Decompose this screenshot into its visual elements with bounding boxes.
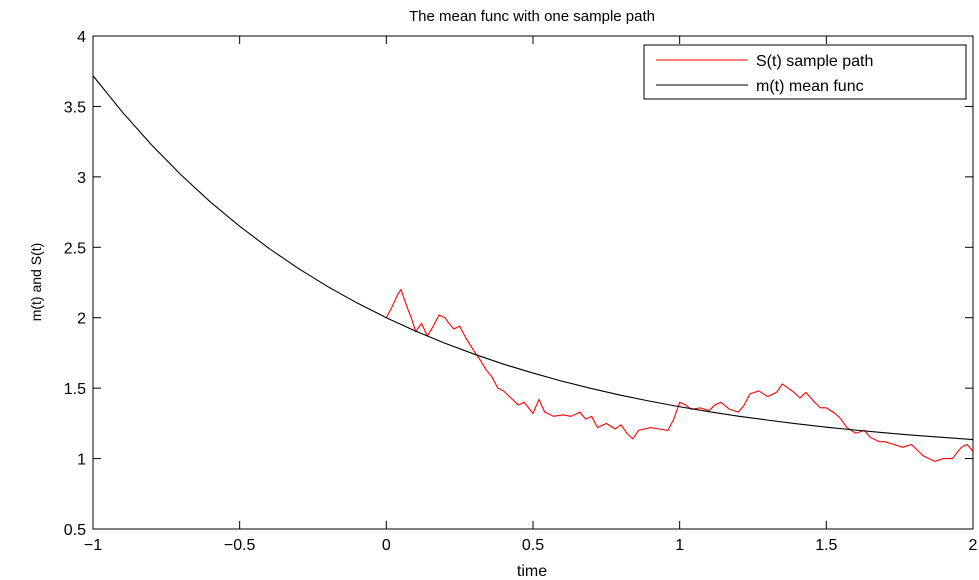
x-tick-label: −1 [84, 537, 102, 554]
y-tick-label: 3.5 [64, 99, 86, 116]
legend-box [643, 44, 967, 100]
chart-title: The mean func with one sample path [409, 8, 655, 25]
y-tick-label: 0.5 [64, 522, 86, 539]
legend-label-sample-path: S(t) sample path [756, 53, 873, 70]
x-axis-label: time [517, 563, 547, 580]
y-axis-label: m(t) and S(t) [28, 243, 44, 322]
y-tick-label: 3 [77, 170, 86, 187]
plot-area [92, 35, 974, 530]
x-tick-label: 1.5 [815, 537, 837, 554]
x-tick-label: 0 [382, 537, 391, 554]
y-tick-label: 2 [77, 311, 86, 328]
x-tick-label: 1 [675, 537, 684, 554]
y-tick-label: 1 [77, 452, 86, 469]
series-layer [92, 75, 974, 462]
y-tick-label: 1.5 [64, 381, 86, 398]
y-tick-label: 2.5 [64, 240, 86, 257]
x-tick-label: −0.5 [224, 537, 256, 554]
x-tick-label: 2 [969, 537, 978, 554]
y-tick-label: 4 [77, 29, 86, 46]
legend-label-mean-func: m(t) mean func [756, 78, 864, 95]
legend: S(t) sample path m(t) mean func [643, 44, 967, 100]
series-sample-path-line [385, 288, 974, 462]
x-tick-label: 0.5 [522, 537, 544, 554]
series-mean-func-line [92, 75, 974, 441]
axis-ticks: −1 −0.5 0 0.5 1 1.5 2 0.5 1 1.5 2 2.5 3 3.5 4 [64, 29, 978, 554]
